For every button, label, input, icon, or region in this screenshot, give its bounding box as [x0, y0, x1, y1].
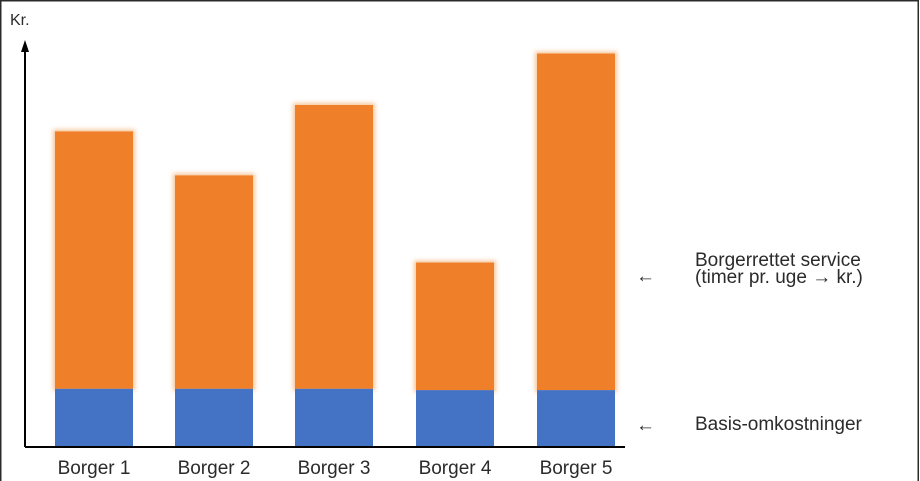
category-label: Borger 1 [58, 458, 131, 479]
category-label: Borger 4 [419, 458, 492, 479]
category-label: Borger 3 [298, 458, 371, 479]
legend-arrow-basis: ← [636, 415, 655, 436]
bar-service-segment [416, 262, 494, 391]
y-axis-arrowhead [21, 40, 29, 52]
category-label: Borger 5 [540, 458, 613, 479]
category-labels: Borger 1 Borger 2 Borger 3 Borger 4 Borger 5 [58, 458, 613, 479]
category-label: Borger 2 [178, 458, 251, 479]
legend-basis: Basis-omkostninger [695, 414, 863, 435]
legend-service-line1: Borgerrettet service [695, 250, 861, 271]
legend-service-line2: (timer pr. uge → kr.) [695, 267, 863, 288]
bar-basis-segment [55, 388, 133, 446]
legend-arrow-service: ← [636, 266, 655, 287]
bar-basis-segment [295, 388, 373, 446]
bar-service-segment [295, 105, 373, 389]
bar-basis-segment [537, 390, 615, 446]
legend: ← Borgerrettet service (timer pr. uge → … [636, 250, 863, 436]
bar-service-segment [175, 175, 253, 389]
bar-service-segment [537, 53, 615, 391]
bar-basis-segment [175, 388, 253, 446]
y-axis-label: Kr. [10, 12, 30, 29]
bars-group [53, 51, 617, 446]
bar-service-segment [55, 131, 133, 389]
bar-basis-segment [416, 390, 494, 446]
